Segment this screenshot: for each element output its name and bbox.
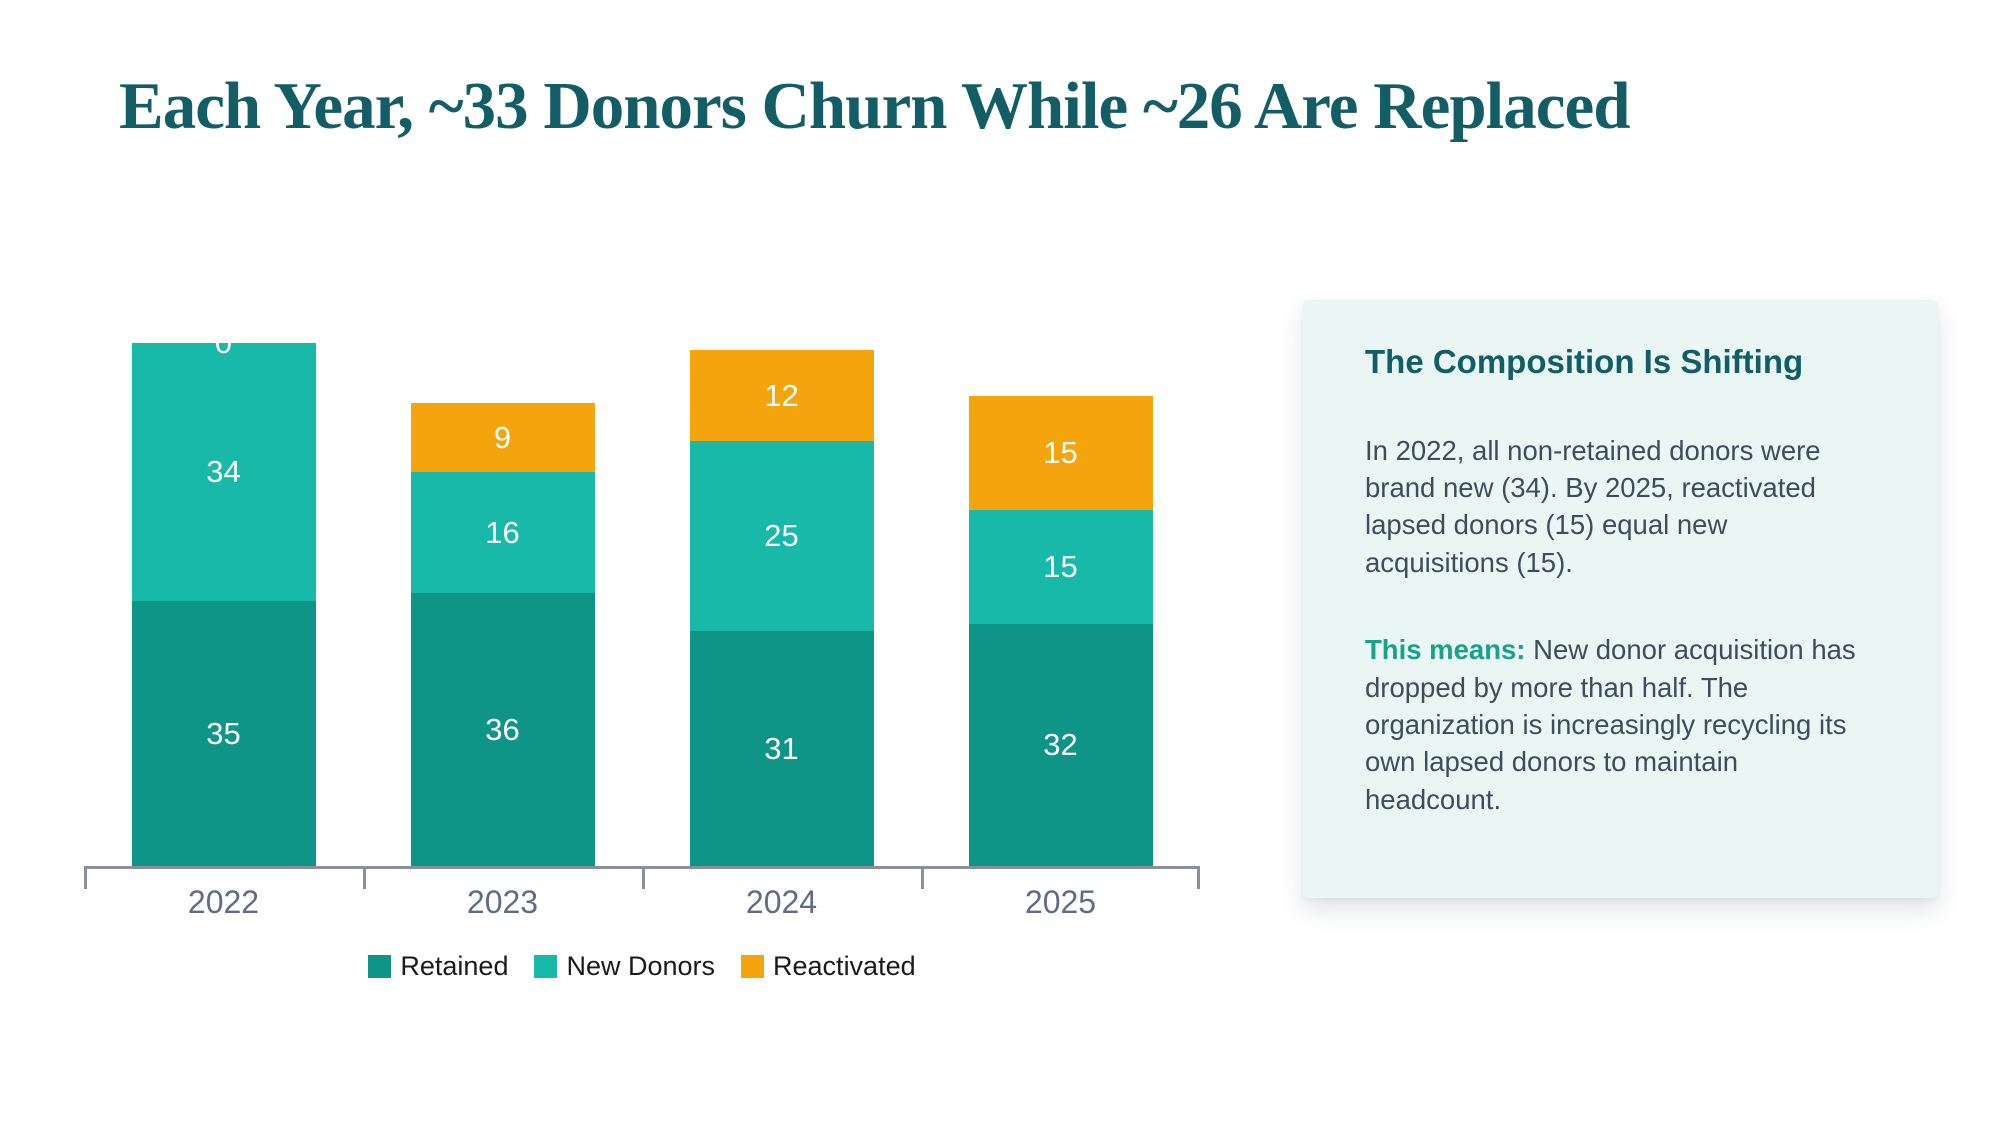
segment-value-label: 31 <box>764 731 799 767</box>
segment-value-label: 36 <box>485 712 520 748</box>
segment-reactivated-2024: 12 <box>689 350 874 442</box>
x-axis-tick <box>363 866 366 889</box>
segment-value-label: 12 <box>764 377 799 413</box>
segment-retained-2024: 31 <box>689 631 874 867</box>
segment-value-label: 32 <box>1043 727 1078 763</box>
segment-value-label: 9 <box>493 419 512 455</box>
legend-label: Retained <box>400 951 509 981</box>
segment-reactivated-2023: 9 <box>410 403 595 472</box>
segment-new-donors-2022: 34 <box>131 342 316 601</box>
segment-retained-2025: 32 <box>968 623 1153 867</box>
donor-composition-chart: 0 34 35 9 16 36 12 25 31 15 15 32 2022 2023 2024 2025 … <box>84 325 1200 982</box>
segment-value-label: 35 <box>206 715 241 751</box>
x-axis-label-2025: 2025 <box>1024 884 1097 920</box>
x-axis-label-2022: 2022 <box>187 884 260 920</box>
panel-paragraph-1: In 2022, all non-retained donors were br… <box>1365 434 1821 578</box>
legend-swatch <box>741 955 765 978</box>
segment-retained-2022: 35 <box>131 600 316 867</box>
insight-panel: The Composition Is Shifting In 2022, all… <box>1303 300 1938 898</box>
x-axis-tick <box>1197 866 1200 889</box>
x-axis-label-2023: 2023 <box>466 884 539 920</box>
x-axis-tick <box>84 866 87 889</box>
bar-2022: 0 34 35 <box>131 325 316 867</box>
legend-swatch <box>534 955 558 978</box>
chart-legend: Retained New Donors Reactivated <box>84 951 1200 982</box>
legend-item-new-donors: New Donors <box>534 951 715 982</box>
bar-2024: 12 25 31 <box>689 350 874 867</box>
segment-new-donors-2024: 25 <box>689 441 874 632</box>
panel-heading: The Composition Is Shifting <box>1365 343 1804 380</box>
page-title: Each Year, ~33 Donors Churn While ~26 Ar… <box>119 68 1631 143</box>
segment-new-donors-2025: 15 <box>968 509 1153 624</box>
x-axis-tick <box>642 866 645 889</box>
panel-paragraph-2-body: New donor acquisition has dropped by mor… <box>1365 634 1856 815</box>
legend-swatch <box>368 955 392 978</box>
x-axis-label-2024: 2024 <box>745 884 818 920</box>
bar-2023: 9 16 36 <box>410 403 595 867</box>
bar-2025: 15 15 32 <box>968 395 1153 867</box>
segment-new-donors-2023: 16 <box>410 471 595 594</box>
segment-retained-2023: 36 <box>410 593 595 867</box>
segment-value-label: 15 <box>1043 548 1078 584</box>
segment-value-label: 25 <box>764 518 799 554</box>
legend-label: New Donors <box>566 951 716 981</box>
segment-value-label: 0 <box>214 324 233 360</box>
legend-item-retained: Retained <box>368 951 508 982</box>
panel-paragraph-2: This means: New donor acquisition has dr… <box>1365 631 1872 818</box>
segment-value-label: 15 <box>1043 434 1078 470</box>
segment-reactivated-2025: 15 <box>968 395 1153 510</box>
legend-item-reactivated: Reactivated <box>741 951 916 982</box>
legend-label: Reactivated <box>773 951 916 981</box>
panel-paragraph-2-lead: This means: <box>1365 634 1526 666</box>
segment-value-label: 16 <box>485 514 520 550</box>
x-axis-tick <box>921 866 924 889</box>
segment-value-label: 34 <box>206 453 241 489</box>
